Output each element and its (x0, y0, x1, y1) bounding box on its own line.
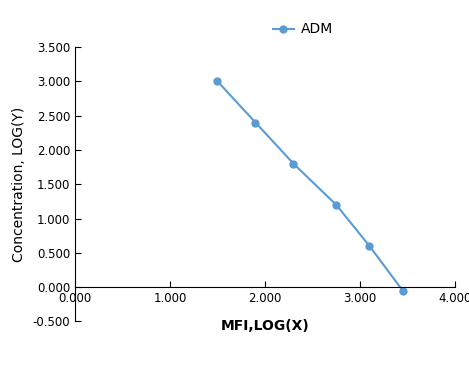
ADM (215, 79, 220, 84)
Y-axis label: Concentration, LOG(Y): Concentration, LOG(Y) (12, 107, 26, 262)
ADM (291, 162, 296, 166)
ADM (333, 202, 339, 207)
ADM (367, 243, 372, 249)
X-axis label: MFI,LOG(X): MFI,LOG(X) (220, 319, 310, 333)
ADM (253, 120, 258, 125)
Line: ADM: ADM (214, 78, 406, 294)
ADM (400, 288, 406, 293)
Legend: ADM: ADM (269, 18, 337, 41)
